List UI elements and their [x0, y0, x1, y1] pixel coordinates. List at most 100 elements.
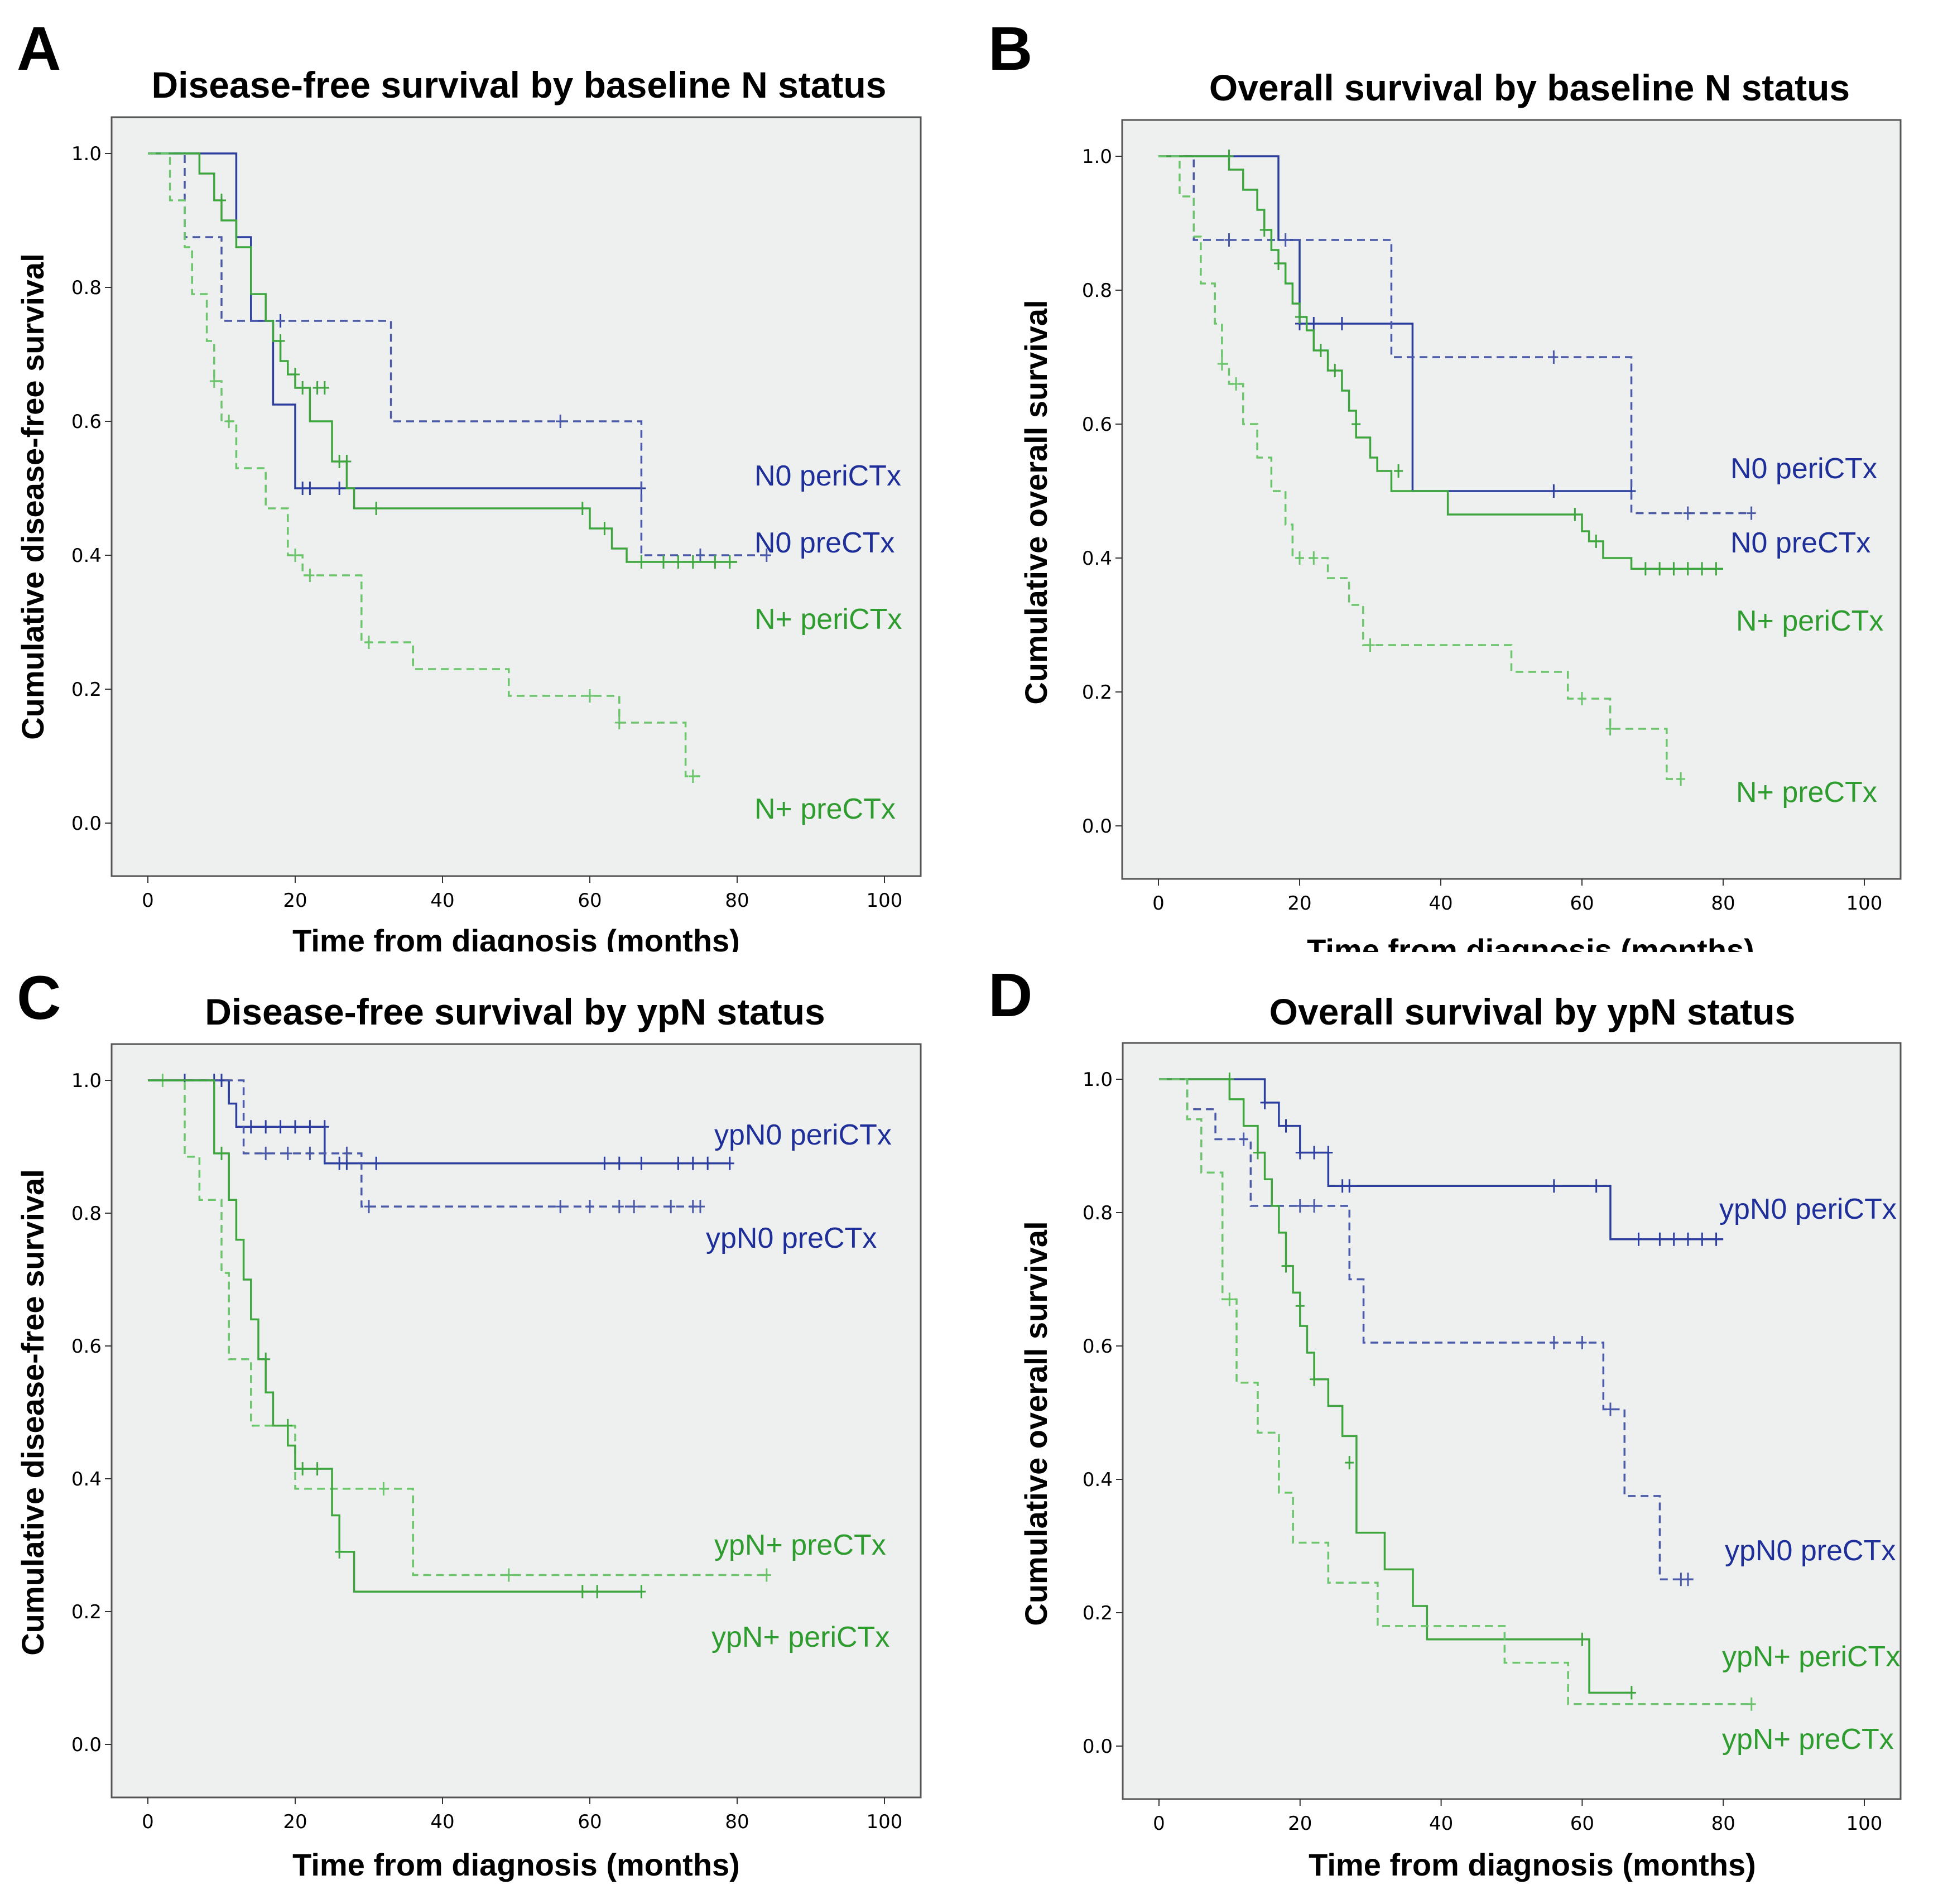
censor-mark — [1683, 562, 1692, 576]
censor-mark — [283, 1419, 292, 1432]
km-curve — [1159, 1078, 1752, 1705]
censor-mark — [637, 1585, 646, 1599]
censor-mark — [1549, 1336, 1559, 1350]
km-curve — [1159, 1078, 1695, 1580]
censor-mark — [585, 689, 594, 703]
censor-mark — [585, 1200, 594, 1214]
censor-mark — [556, 415, 565, 428]
y-ticks: 0.0 0.2 0.4 0.6 0.8 1.0 — [71, 1070, 112, 1756]
censor-mark — [1281, 233, 1290, 247]
censor-mark — [1683, 506, 1692, 520]
censor-mark — [1310, 1372, 1319, 1386]
x-tick-label: 80 — [1711, 892, 1735, 915]
censor-mark — [261, 1120, 271, 1134]
y-tick-label: 0.6 — [1082, 414, 1112, 436]
y-tick-label: 1.0 — [1082, 146, 1112, 168]
censor-mark — [637, 1156, 646, 1170]
y-tick-label: 0.8 — [1082, 280, 1112, 302]
censor-mark — [298, 381, 307, 395]
y-tick-label: 0.4 — [1083, 1469, 1113, 1491]
censor-mark — [364, 636, 373, 649]
censor-mark — [1634, 1232, 1643, 1246]
y-tick-label: 0.2 — [1082, 681, 1112, 704]
y-tick-label: 0.2 — [1083, 1602, 1113, 1624]
censor-mark — [1295, 1199, 1305, 1213]
censor-mark — [1627, 1686, 1636, 1700]
censor-mark — [1324, 1146, 1333, 1160]
censor-mark — [1684, 1232, 1692, 1246]
censor-mark — [276, 1120, 285, 1134]
censor-mark — [600, 1156, 609, 1170]
censor-mark — [710, 555, 720, 569]
censor-mark — [1281, 1259, 1291, 1273]
y-tick-label: 0.2 — [71, 679, 102, 701]
panel-a: A Disease-free survival by baseline N st… — [0, 0, 972, 952]
censor-mark — [1697, 1232, 1707, 1246]
censor-mark — [1669, 1232, 1679, 1246]
y-tick-label: 0.6 — [71, 411, 102, 433]
censor-mark — [1655, 1232, 1665, 1246]
x-ticks: 0 20 40 60 80 100 — [1152, 879, 1882, 915]
y-tick-label: 0.4 — [71, 1468, 102, 1490]
series-label: ypN0 periCTx — [1719, 1193, 1897, 1225]
x-tick-label: 40 — [430, 1811, 454, 1833]
km-curve — [148, 1079, 730, 1165]
x-axis-label: Time from diagnosis (months) — [292, 1847, 740, 1882]
series-labels: N0 periCTx N0 preCTx N+ periCTx N+ preCT… — [1730, 453, 1883, 809]
x-tick-label: 20 — [283, 1811, 307, 1833]
series-label: ypN+ periCTx — [1722, 1641, 1900, 1673]
y-axis-label: Cumulative disease-free survival — [15, 253, 50, 740]
censor-mark — [1684, 1573, 1692, 1586]
y-tick-label: 0.8 — [71, 1203, 102, 1225]
x-tick-label: 40 — [1429, 1812, 1453, 1835]
x-tick-label: 20 — [283, 890, 307, 912]
censor-mark — [305, 1146, 315, 1160]
x-axis-label: Time from diagnosis (months) — [292, 923, 740, 952]
censor-mark — [1549, 1179, 1559, 1193]
censor-mark — [1225, 1292, 1234, 1306]
x-axis-label: Time from diagnosis (months) — [1307, 932, 1754, 952]
censor-mark — [276, 334, 285, 348]
censor-mark — [614, 1156, 624, 1170]
plot-area — [1121, 119, 1902, 880]
km-curve — [1158, 155, 1681, 780]
censor-mark — [762, 1568, 771, 1582]
x-axis-label: Time from diagnosis (months) — [1309, 1847, 1756, 1882]
censor-mark — [1591, 535, 1601, 548]
y-tick-label: 0.4 — [1082, 547, 1112, 570]
x-tick-label: 100 — [1846, 892, 1883, 915]
series-label: N+ preCTx — [754, 793, 896, 825]
km-curve — [148, 152, 642, 489]
censor-mark — [1605, 722, 1615, 735]
y-tick-label: 0.0 — [71, 1734, 102, 1756]
censor-mark — [261, 1352, 271, 1366]
series-label: N+ periCTx — [1736, 605, 1883, 637]
censor-mark — [320, 1120, 329, 1134]
series-labels: ypN0 periCTx ypN0 preCTx ypN+ preCTx ypN… — [706, 1119, 892, 1653]
plot-area — [110, 1043, 922, 1799]
chart-title: Overall survival by baseline N status — [1209, 67, 1850, 108]
x-tick-label: 0 — [142, 1811, 154, 1833]
y-tick-label: 0.2 — [71, 1601, 102, 1623]
censor-mark — [1239, 1132, 1248, 1146]
series-group — [148, 152, 771, 783]
x-tick-label: 80 — [725, 890, 749, 912]
censor-mark — [1309, 551, 1319, 565]
panel-c: C Disease-free survival by ypN status 0.… — [0, 952, 972, 1904]
censor-mark — [1259, 223, 1269, 237]
x-tick-label: 100 — [867, 1811, 903, 1833]
censor-mark — [1352, 417, 1361, 431]
x-tick-label: 20 — [1288, 1812, 1312, 1835]
series-label: N0 preCTx — [1730, 527, 1870, 559]
chart-title: Overall survival by ypN status — [1269, 991, 1796, 1032]
x-tick-label: 0 — [1153, 1812, 1165, 1835]
x-ticks: 0 20 40 60 80 100 — [142, 1797, 902, 1833]
censor-mark — [1281, 1119, 1291, 1133]
km-curve — [1158, 155, 1752, 515]
chart-a: A Disease-free survival by baseline N st… — [15, 15, 922, 952]
x-tick-label: 100 — [1846, 1812, 1883, 1835]
censor-mark — [224, 415, 234, 428]
plot-area — [1122, 1042, 1902, 1800]
y-axis-label: Cumulative overall survival — [1018, 300, 1054, 704]
censor-mark — [305, 1120, 315, 1134]
